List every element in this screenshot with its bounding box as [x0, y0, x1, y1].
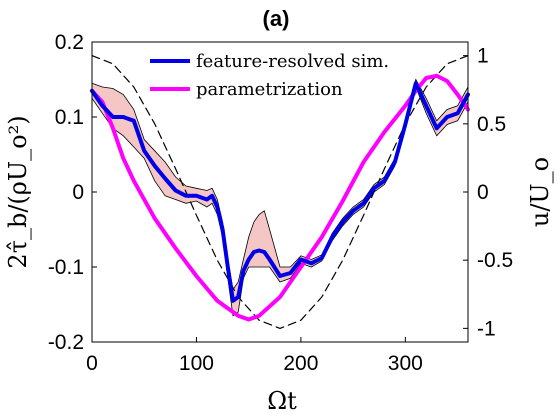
series-parametrization-line — [90, 73, 470, 322]
right-axis-ticks: -1 -0.5 0 0.5 1 — [463, 45, 513, 340]
left-tick-label: 0.1 — [55, 106, 84, 129]
right-tick-label: -1 — [477, 317, 496, 340]
x-axis-label: Ωt — [267, 387, 297, 415]
band-lower-edge — [91, 85, 469, 317]
legend: feature-resolved sim. parametrization — [150, 51, 389, 100]
right-tick-label: -0.5 — [477, 249, 513, 272]
bottom-tick-label: 100 — [179, 352, 214, 375]
legend-label-parametrization: parametrization — [196, 79, 343, 100]
right-tick-label: 0.5 — [477, 113, 506, 136]
chart-title: (a) — [263, 6, 290, 31]
series-layer — [90, 55, 470, 329]
bottom-tick-label: 200 — [283, 352, 318, 375]
left-tick-label: -0.1 — [48, 256, 84, 279]
confidence-band — [92, 79, 468, 316]
left-tick-label: 0 — [72, 181, 84, 204]
left-axis-ticks: -0.2 -0.1 0 0.1 0.2 — [48, 31, 97, 354]
legend-label-feature-resolved: feature-resolved sim. — [196, 51, 389, 72]
bottom-tick-label: 0 — [86, 352, 98, 375]
bottom-axis-ticks: 0 100 200 300 — [86, 337, 423, 375]
left-tick-label: 0.2 — [55, 31, 84, 54]
right-tick-label: 0 — [477, 181, 489, 204]
bottom-tick-label: 300 — [388, 352, 423, 375]
left-tick-label: -0.2 — [48, 331, 84, 354]
y-axis-label-right: u/U_o — [526, 157, 554, 227]
y-axis-label-left: 2τ̂_b/(ρU_o²) — [4, 115, 32, 268]
series-feature-resolved-line — [90, 81, 470, 303]
confidence-band-layer — [91, 78, 469, 317]
right-tick-label: 1 — [477, 45, 489, 68]
band-upper-edge — [91, 78, 469, 291]
